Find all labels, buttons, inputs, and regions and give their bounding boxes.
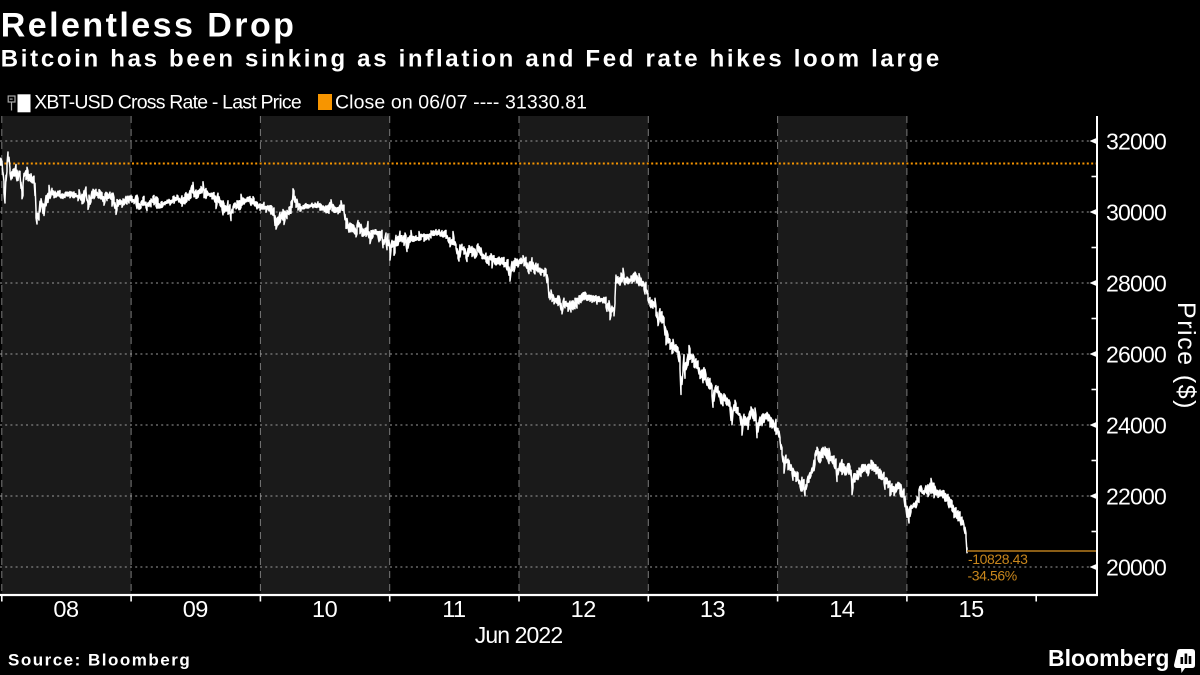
svg-text:Price ($): Price ($) bbox=[1172, 302, 1200, 410]
svg-text:15: 15 bbox=[959, 596, 985, 622]
svg-text:Close on 06/07 ---- 31330.81: Close on 06/07 ---- 31330.81 bbox=[335, 91, 587, 113]
svg-text:12: 12 bbox=[571, 596, 596, 622]
svg-text:10: 10 bbox=[312, 596, 338, 622]
svg-text:Bloomberg: Bloomberg bbox=[1048, 645, 1169, 671]
svg-text:Jun 2022: Jun 2022 bbox=[475, 622, 563, 648]
svg-text:28000: 28000 bbox=[1106, 270, 1166, 296]
svg-text:08: 08 bbox=[53, 596, 79, 622]
svg-text:11: 11 bbox=[442, 596, 465, 622]
svg-text:13: 13 bbox=[700, 596, 726, 622]
svg-text:Bitcoin has been sinking as in: Bitcoin has been sinking as inflation an… bbox=[1, 45, 942, 72]
svg-text:-34.56%: -34.56% bbox=[968, 568, 1017, 584]
svg-text:XBT-USD Cross Rate - Last Pric: XBT-USD Cross Rate - Last Price bbox=[34, 91, 301, 113]
svg-text:-10828.43: -10828.43 bbox=[968, 551, 1028, 567]
svg-text:14: 14 bbox=[829, 596, 855, 622]
svg-text:32000: 32000 bbox=[1106, 128, 1166, 154]
svg-text:24000: 24000 bbox=[1106, 412, 1166, 438]
svg-text:Relentless Drop: Relentless Drop bbox=[1, 6, 297, 44]
svg-text:30000: 30000 bbox=[1106, 199, 1166, 225]
svg-text:22000: 22000 bbox=[1106, 483, 1166, 509]
svg-text:20000: 20000 bbox=[1106, 554, 1166, 580]
svg-text:09: 09 bbox=[183, 596, 208, 622]
svg-text:26000: 26000 bbox=[1106, 341, 1166, 367]
svg-text:Source: Bloomberg: Source: Bloomberg bbox=[8, 651, 191, 670]
